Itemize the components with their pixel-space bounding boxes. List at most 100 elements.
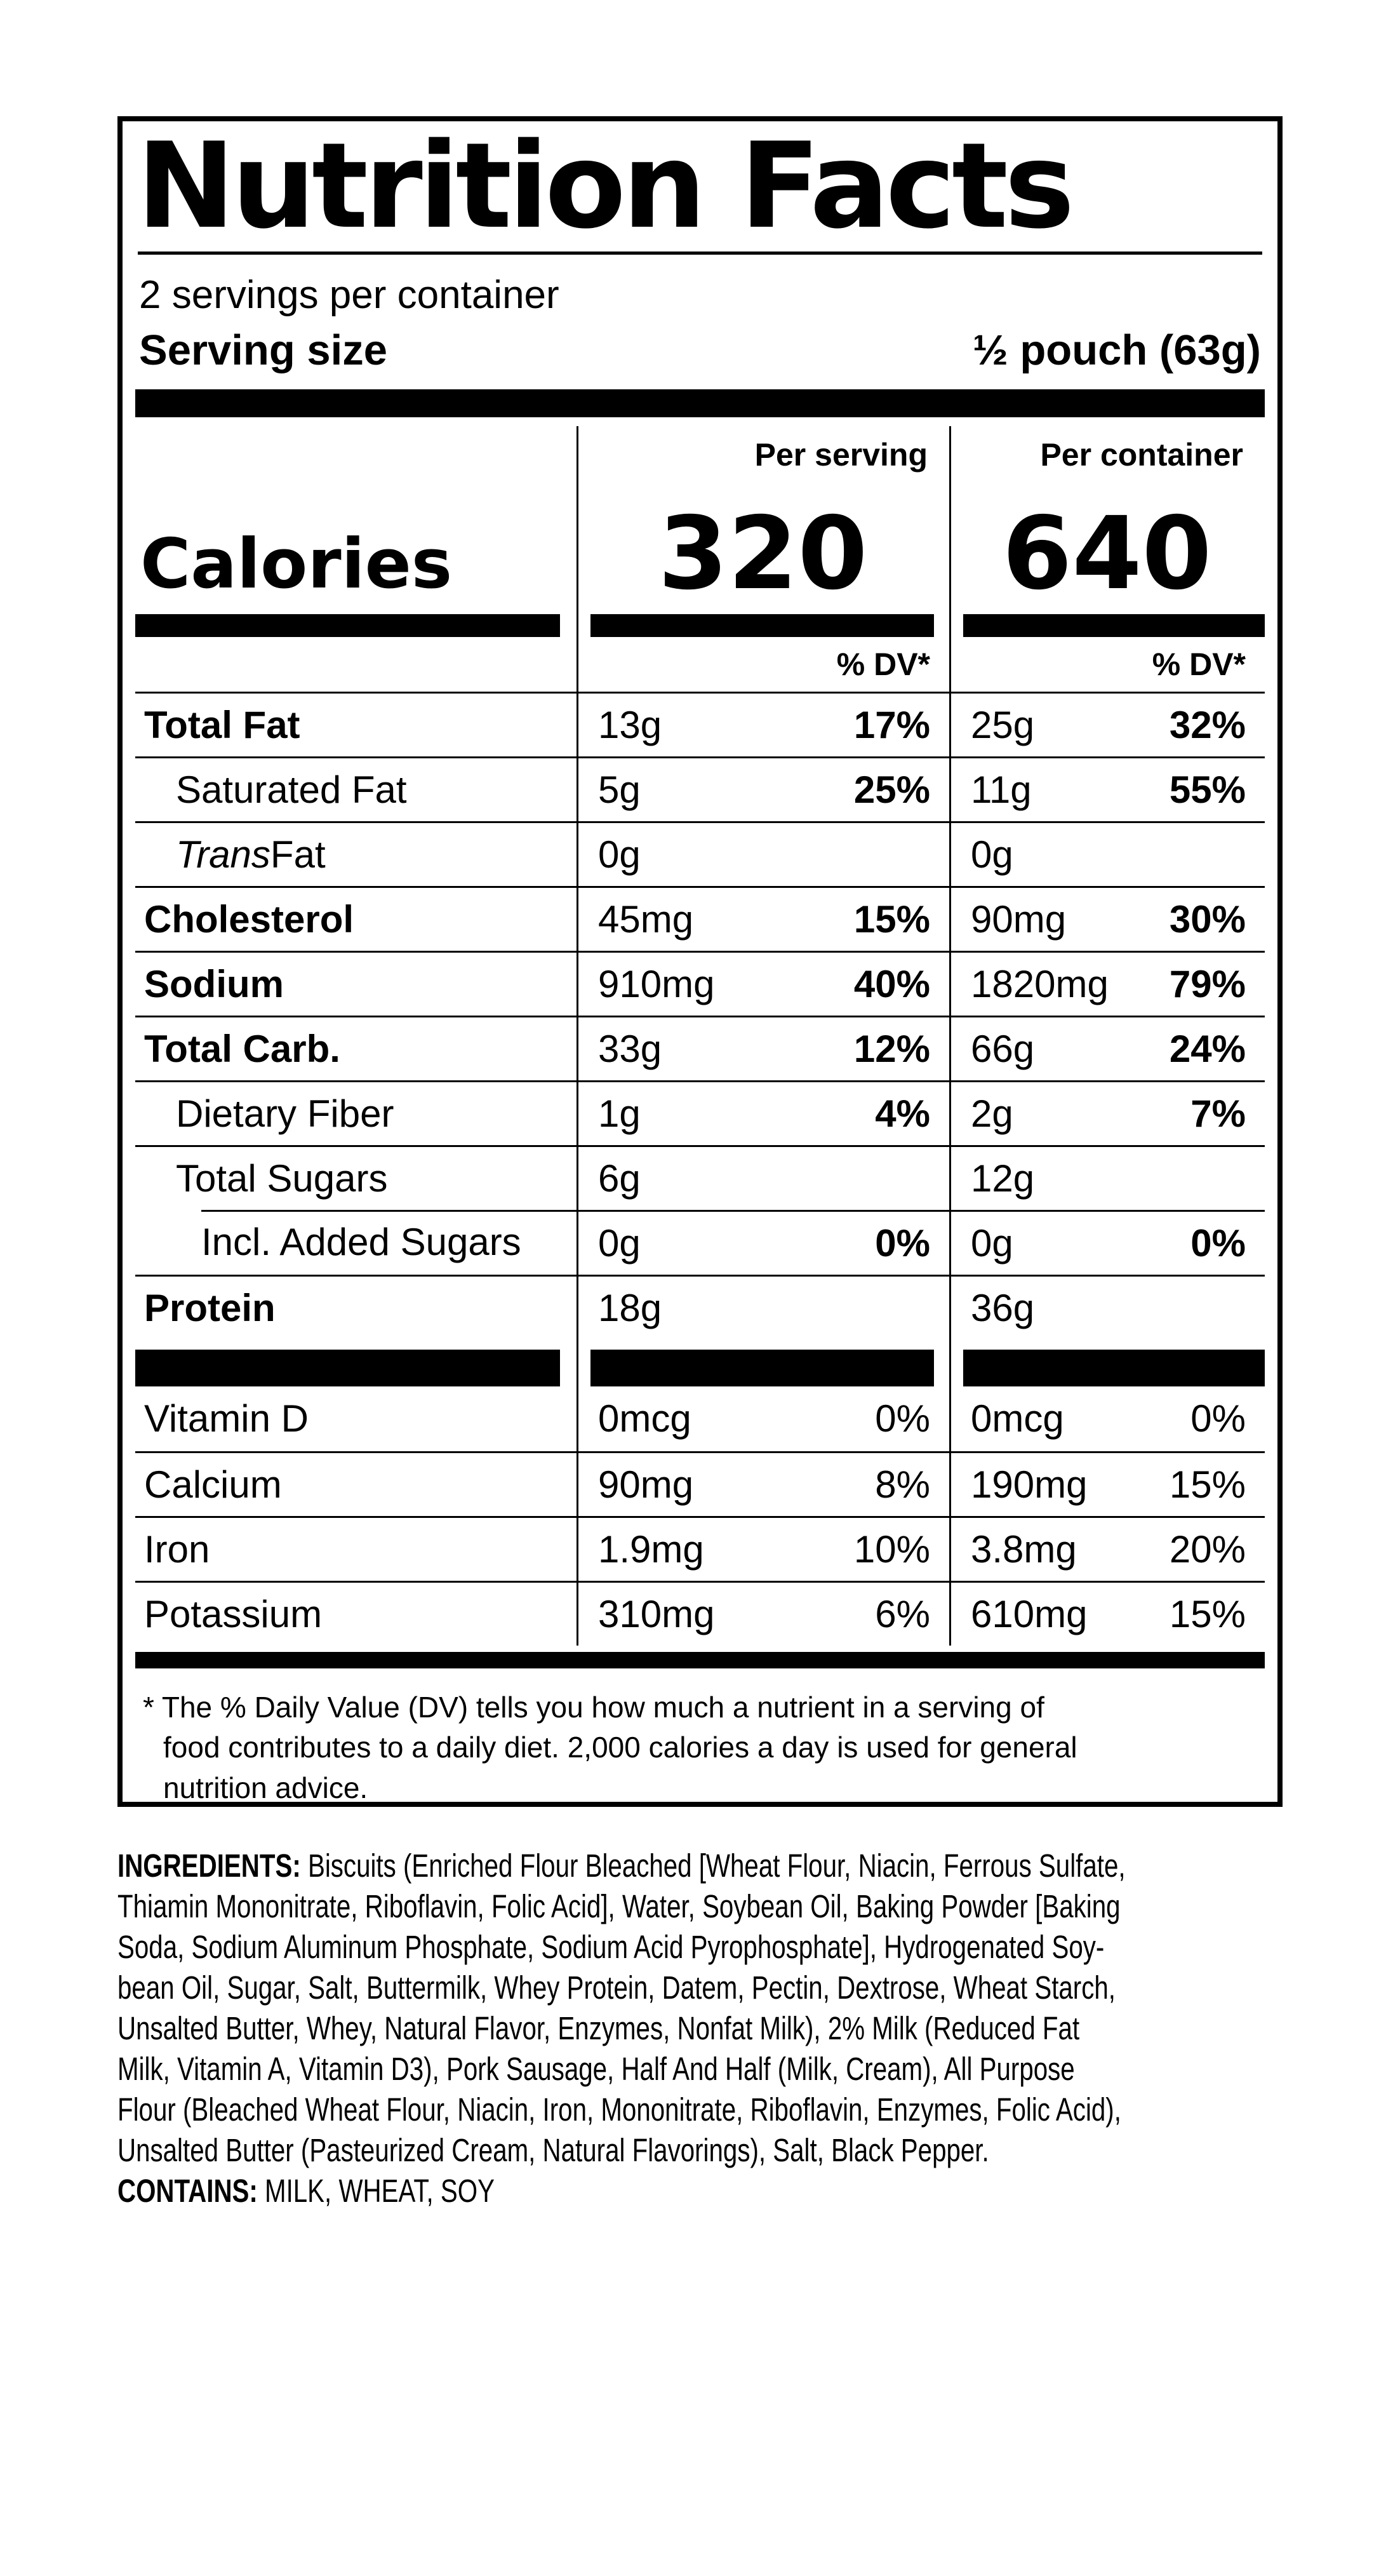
dv-percent: 40% [853, 962, 930, 1005]
row-iron: Iron 1.9mg 10% 3.8mg 20% [135, 1515, 1265, 1581]
dv-percent: 6% [875, 1592, 930, 1635]
row-calcium: Calcium 90mg 8% 190mg 15% [135, 1451, 1265, 1516]
row-sodium: Sodium 910mg 40% 1820mg 79% [135, 950, 1265, 1016]
per-serving-cell: 13g 17% [577, 691, 949, 756]
servings-per-container: 2 servings per container [139, 272, 559, 317]
amount: 66g [971, 1027, 1035, 1070]
per-serving-cell: 0g [577, 821, 949, 886]
amount: 0g [598, 833, 641, 876]
amount: 12g [971, 1157, 1035, 1200]
nutrient-label: Total Fat [135, 691, 577, 756]
contains-label: CONTAINS: [117, 2173, 258, 2209]
per-container-cell: 90mg 30% [949, 885, 1265, 951]
bar-segment [963, 1349, 1265, 1386]
per-serving-cell: 5g 25% [577, 756, 949, 821]
dv-percent: 12% [853, 1027, 930, 1070]
section-bar-bottom [135, 1651, 1265, 1668]
bar-cell [577, 1349, 949, 1386]
per-container-cell: 1820mg 79% [949, 950, 1265, 1016]
amount: 25g [971, 703, 1035, 746]
amount: 190mg [971, 1463, 1088, 1506]
trans-italic: Trans [176, 833, 270, 876]
bar-segment [963, 614, 1265, 637]
per-container-header: Per container [1040, 436, 1243, 473]
per-container-cell: 0g [949, 821, 1265, 886]
dv-percent: 0% [875, 1397, 930, 1440]
nutrient-label: Dietary Fiber [135, 1080, 577, 1145]
ingredients-body: Biscuits (Enriched Flour Bleached [Wheat… [117, 1848, 1126, 2168]
calories-row: Calories 320 640 [135, 480, 1265, 605]
dv-percent: 7% [1190, 1092, 1246, 1135]
amount: 45mg [598, 897, 694, 941]
dv-footnote: * The % Daily Value (DV) tells you how m… [143, 1690, 1077, 1804]
amount: 3.8mg [971, 1527, 1077, 1571]
nutrient-label: Sodium [135, 950, 577, 1016]
dv-percent: 17% [853, 703, 930, 746]
amount: 0g [971, 1221, 1013, 1265]
nutrition-facts-panel: Nutrition Facts 2 servings per container… [117, 116, 1283, 1807]
panel-title: Nutrition Facts [137, 117, 1075, 255]
per-container-cell: 610mg 15% [949, 1580, 1265, 1646]
per-serving-cell: 33g 12% [577, 1015, 949, 1080]
per-container-cell: 12g [949, 1144, 1265, 1210]
per-serving-cell: 0mcg 0% [577, 1386, 949, 1451]
dv-percent: 30% [1169, 897, 1246, 941]
per-serving-cell: 1.9mg 10% [577, 1515, 949, 1581]
ingredients-paragraph: INGREDIENTS: Biscuits (Enriched Flour Bl… [117, 1846, 1311, 2211]
amount: 0g [971, 833, 1013, 876]
amount: 1.9mg [598, 1527, 704, 1571]
bar-cell [577, 614, 949, 637]
per-serving-cell: 45mg 15% [577, 885, 949, 951]
amount: 0mcg [971, 1397, 1064, 1440]
contains-body: MILK, WHEAT, SOY [257, 2173, 495, 2209]
amount: 2g [971, 1092, 1013, 1135]
dv-percent: 32% [1169, 703, 1246, 746]
bar-segment [135, 1349, 560, 1386]
calories-label: Calories [140, 524, 453, 604]
nutrient-label: Iron [135, 1515, 577, 1581]
amount: 33g [598, 1027, 662, 1070]
nutrient-label: Trans Fat [135, 821, 577, 886]
dv-header-per-container: % DV* [1152, 646, 1246, 682]
column-divider-2 [949, 426, 951, 1646]
ingredients-label: INGREDIENTS: [117, 1848, 301, 1884]
amount: 1g [598, 1092, 641, 1135]
nutrient-label: Total Carb. [135, 1015, 577, 1080]
amount: 11g [971, 768, 1032, 811]
amount: 90mg [971, 897, 1067, 941]
dv-percent: 0% [875, 1221, 930, 1265]
column-divider-1 [577, 426, 578, 1646]
dv-percent: 4% [875, 1092, 930, 1135]
nutrient-label: Incl. Added Sugars [135, 1209, 577, 1275]
dv-percent: 0% [1190, 1397, 1246, 1440]
calories-per-container: 640 [1002, 495, 1212, 612]
trans-rest: Fat [270, 833, 326, 876]
per-container-cell: 66g 24% [949, 1015, 1265, 1080]
per-container-cell: 190mg 15% [949, 1451, 1265, 1516]
row-trans-fat: Trans Fat 0g 0g [135, 821, 1265, 886]
nutrient-label: Protein [135, 1274, 577, 1339]
amount: 0mcg [598, 1397, 691, 1440]
nutrient-label: Potassium [135, 1580, 577, 1646]
per-serving-cell: 1g 4% [577, 1080, 949, 1145]
per-serving-header: Per serving [754, 436, 928, 473]
column-header-row: Per serving Per container [135, 426, 1265, 480]
per-serving-cell: 6g [577, 1144, 949, 1210]
amount: 90mg [598, 1463, 694, 1506]
title-divider [138, 251, 1262, 255]
dv-percent: 79% [1169, 962, 1246, 1005]
amount: 0g [598, 1221, 641, 1265]
bar-cell [949, 614, 1265, 637]
per-serving-cell: 910mg 40% [577, 950, 949, 1016]
amount: 13g [598, 703, 662, 746]
nutrient-label: Saturated Fat [135, 756, 577, 821]
bar-cell [949, 1349, 1265, 1386]
mid-bar-row [135, 1349, 1265, 1386]
calories-bar-row [135, 614, 1265, 637]
per-container-cell: 25g 32% [949, 691, 1265, 756]
amount: 610mg [971, 1592, 1088, 1635]
dv-percent: 20% [1169, 1527, 1246, 1571]
amount: 6g [598, 1157, 641, 1200]
bar-segment [590, 614, 934, 637]
bar-cell [135, 1349, 577, 1386]
